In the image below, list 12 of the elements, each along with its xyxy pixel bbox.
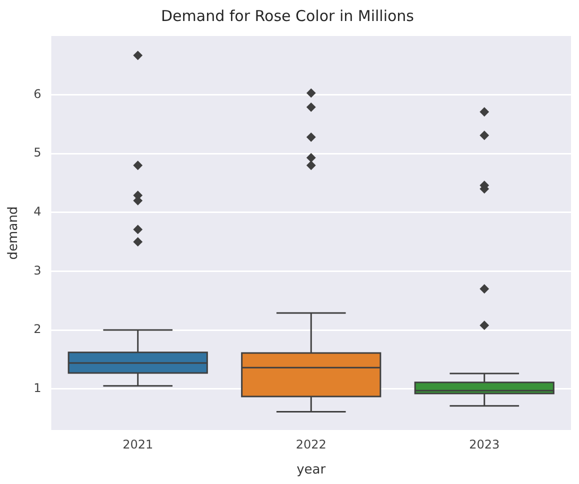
x-axis-title: year (296, 462, 326, 478)
y-axis-title: demand (6, 206, 22, 260)
y-tick-label: 2 (34, 322, 42, 336)
chart-title: Demand for Rose Color in Millions (161, 6, 414, 25)
x-tick-label: 2021 (122, 437, 154, 452)
y-tick-label: 5 (34, 146, 42, 160)
x-tick-label: 2022 (296, 437, 326, 452)
x-tick-label: 2023 (469, 437, 500, 452)
y-tick-label: 3 (34, 263, 42, 278)
y-tick-label: 6 (34, 86, 42, 101)
y-tick-label: 1 (34, 380, 42, 395)
y-tick-label: 4 (34, 204, 42, 219)
